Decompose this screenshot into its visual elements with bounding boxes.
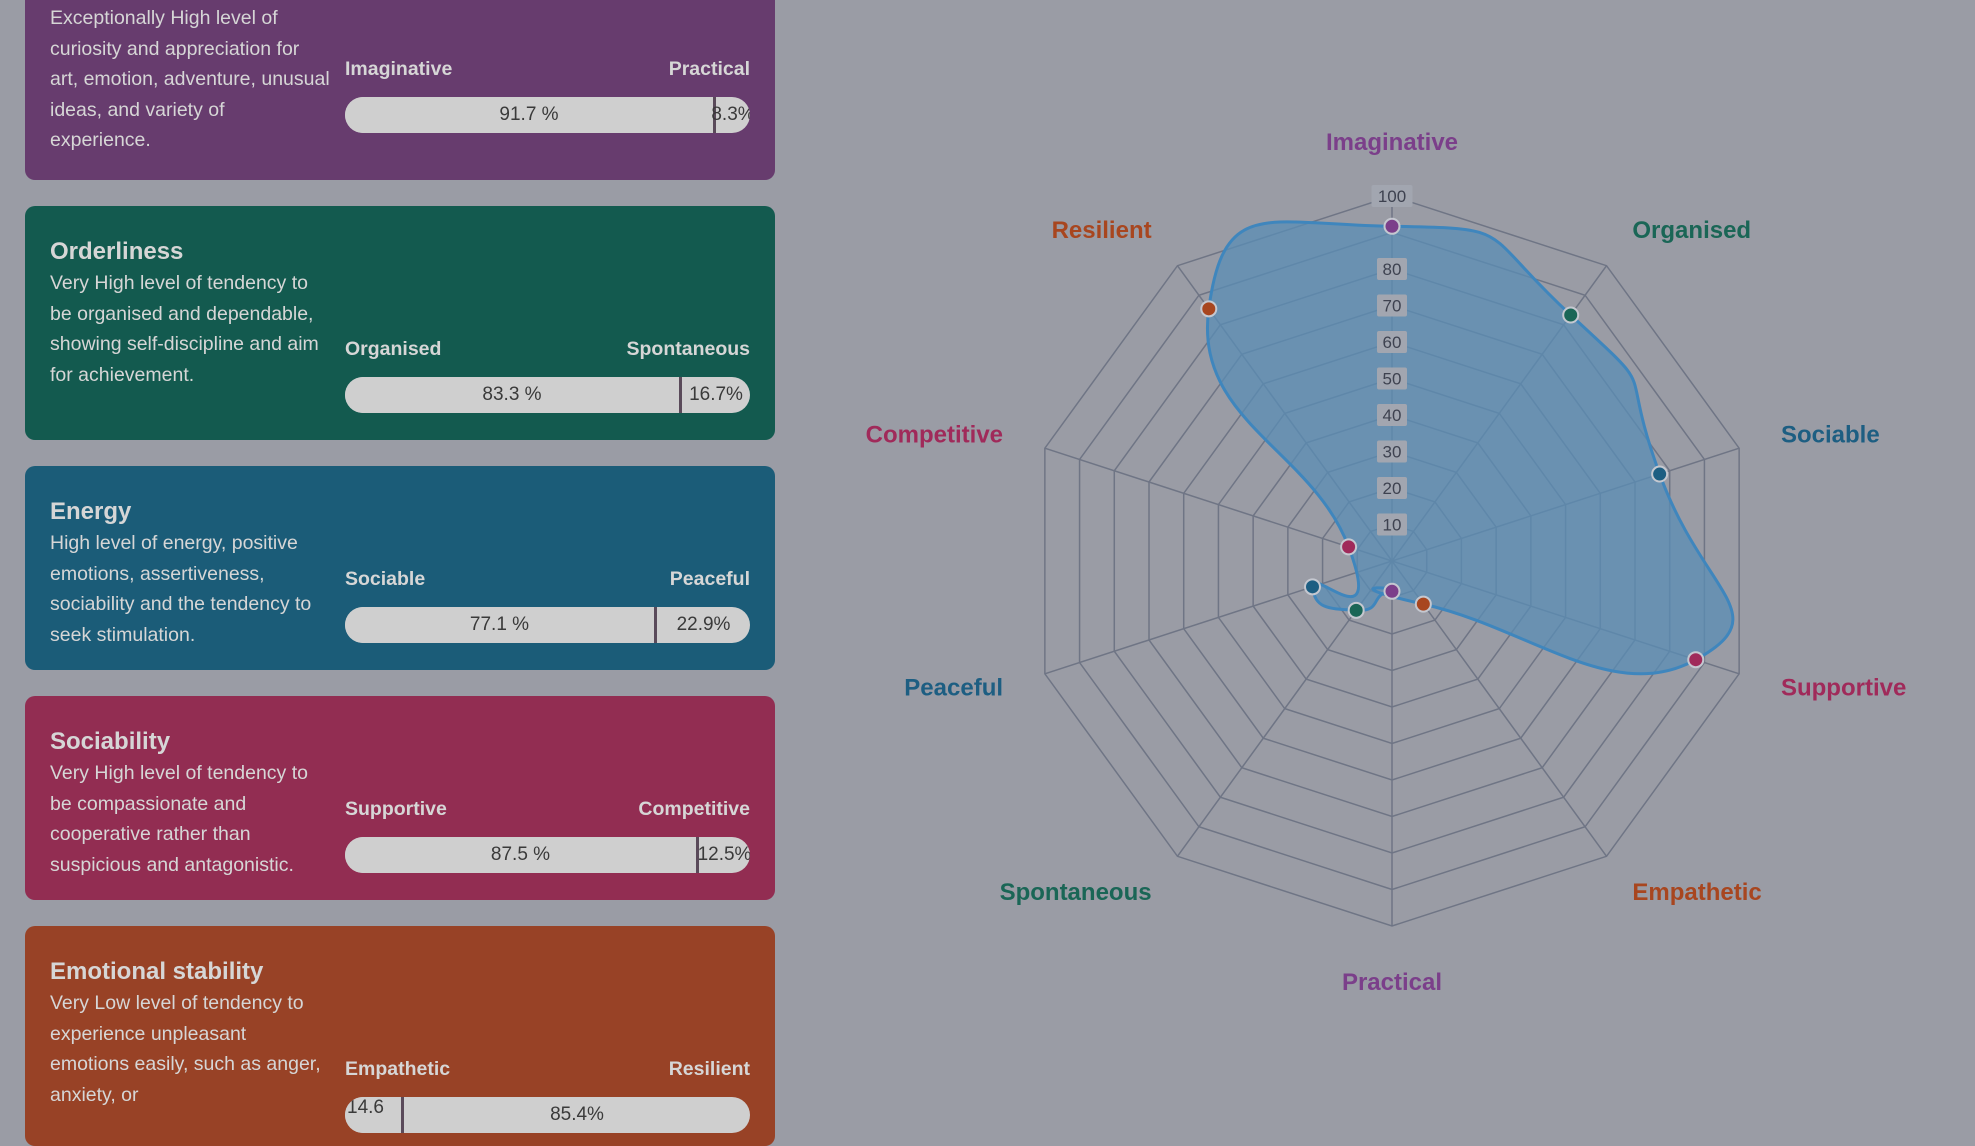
score-bar: 87.5 % 12.5% [345, 837, 750, 873]
axis-label: Imaginative [1326, 129, 1458, 156]
data-point [1200, 300, 1218, 318]
card-description: Very Low level of tendency to experience… [50, 992, 321, 1106]
bar-labels: Imaginative Practical [345, 58, 750, 82]
tick-label-bg [1377, 294, 1407, 317]
tick-label: 50 [1383, 370, 1402, 389]
axis-label: Resilient [1052, 217, 1152, 244]
trait-card: Energy High level of energy, positive emo… [25, 466, 775, 670]
bar-left-value: 87.5 % [345, 837, 699, 873]
tick-label-bg [1377, 440, 1407, 463]
bar-right-value: 85.4% [550, 1104, 604, 1125]
tick-label: 20 [1383, 479, 1402, 498]
bar-right-label: Practical [668, 58, 750, 80]
bar-left-value: 83.3 % [345, 377, 682, 413]
data-point [1414, 595, 1432, 613]
tick-label: 100 [1378, 187, 1406, 206]
data-point [1340, 538, 1358, 556]
data-point [1383, 582, 1401, 600]
bar-right-label: Spontaneous [626, 338, 750, 360]
tick-label: 70 [1383, 297, 1402, 316]
bar-left-value: 91.7 % [345, 97, 716, 133]
trait-card: Emotional stability Very Low level of ten… [25, 926, 775, 1146]
bar-labels: Organised Spontaneous [345, 338, 750, 362]
tick-label-bg [1377, 258, 1407, 280]
tick-label: 60 [1383, 333, 1402, 352]
data-point [1304, 578, 1322, 596]
tick-label-bg [1377, 477, 1407, 499]
bar-left-label: Supportive [345, 798, 447, 820]
bar-right-label: Peaceful [669, 568, 750, 590]
bar-left-value: 14.6 [345, 1097, 404, 1133]
data-point [1651, 465, 1669, 483]
trait-card: Sociability Very High level of tendency t… [25, 696, 775, 900]
score-bar: 83.3 % 16.7% [345, 377, 750, 413]
tick-label-bg [1371, 185, 1413, 207]
bar-labels: Supportive Competitive [345, 798, 750, 822]
bar-right-value: 8.3% [711, 104, 750, 125]
tick-label-bg [1377, 367, 1407, 390]
card-description: High level of energy, positive emotions,… [50, 532, 312, 646]
data-point [1687, 651, 1705, 669]
axis-label: Sociable [1781, 422, 1880, 449]
trait-card: Exceptionally High level of curiosity an… [25, 0, 775, 180]
bar-left-label: Empathetic [345, 1058, 451, 1080]
bar-right-label: Resilient [668, 1058, 750, 1080]
grid-spoke [1044, 560, 1393, 675]
trait-cards: Exceptionally High level of curiosity an… [25, 0, 775, 1146]
bar-left-label: Sociable [345, 568, 426, 590]
tick-label: 80 [1383, 260, 1402, 279]
card-description: Very High level of tendency to be compas… [50, 762, 308, 876]
card-title: Emotional stability [50, 958, 264, 985]
axis-label: Practical [1342, 969, 1442, 996]
data-point [1347, 601, 1365, 619]
axis-label: Peaceful [904, 674, 1003, 701]
bar-labels: Empathetic Resilient [345, 1058, 750, 1082]
bar-right-label: Competitive [638, 798, 750, 820]
tick-label: 40 [1383, 406, 1402, 425]
axis-label: Competitive [866, 422, 1003, 449]
card-title: Sociability [50, 728, 171, 755]
bar-left-label: Imaginative [345, 58, 453, 80]
data-point [1562, 306, 1580, 324]
score-bar: 91.7 %8.3% [345, 97, 750, 133]
score-bar: 14.6 85.4% [345, 1097, 750, 1133]
tick-label-bg [1377, 404, 1407, 426]
data-point [1383, 217, 1401, 235]
bar-right-value: 16.7% [689, 384, 743, 405]
bar-left-label: Organised [345, 338, 442, 360]
score-bar: 77.1 % 22.9% [345, 607, 750, 643]
data-area [1205, 220, 1735, 676]
bar-right-value: 22.9% [676, 614, 731, 635]
card-title: Orderliness [50, 238, 184, 265]
bar-labels: Sociable Peaceful [345, 568, 750, 592]
card-description: Exceptionally High level of curiosity an… [50, 7, 330, 151]
axis-label: Empathetic [1632, 879, 1761, 906]
card-title: Energy [50, 498, 132, 525]
axis-label: Spontaneous [1000, 879, 1152, 906]
axis-label: Supportive [1781, 674, 1906, 701]
trait-card: Orderliness Very High level of tendency t… [25, 206, 775, 440]
tick-label: 10 [1383, 516, 1402, 535]
bar-left-value: 77.1 % [345, 607, 657, 643]
grid-spoke [1044, 447, 1393, 562]
radar-chart: 10 20 30 40 50 60 70 80 100 Imaginative Organised S… [820, 100, 1920, 1020]
tick-label-bg [1377, 513, 1407, 536]
axis-label: Organised [1632, 217, 1751, 244]
bar-right-value: 12.5% [697, 844, 750, 865]
tick-label: 30 [1383, 443, 1402, 462]
radar-svg: 10 20 30 40 50 60 70 80 100 Imaginative Organised S… [866, 129, 1907, 996]
tick-label-bg [1377, 331, 1407, 353]
card-description: Very High level of tendency to be organi… [50, 272, 319, 386]
